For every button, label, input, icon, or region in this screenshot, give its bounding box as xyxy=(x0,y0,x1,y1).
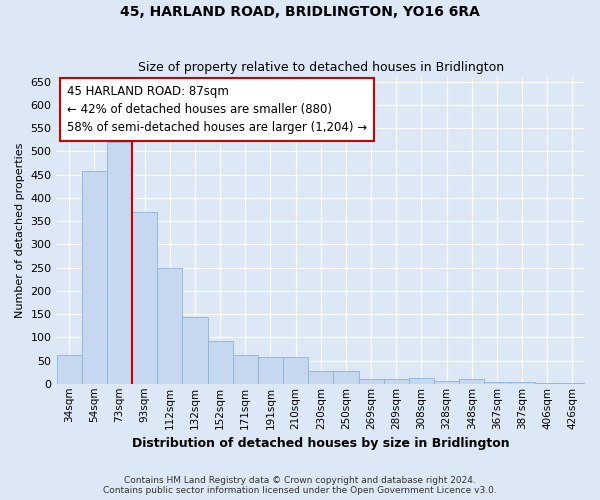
Text: Contains HM Land Registry data © Crown copyright and database right 2024.
Contai: Contains HM Land Registry data © Crown c… xyxy=(103,476,497,495)
Bar xyxy=(560,383,585,384)
Bar xyxy=(359,379,383,384)
Bar xyxy=(334,371,359,384)
Bar xyxy=(509,382,535,384)
Bar xyxy=(233,355,258,384)
Title: Size of property relative to detached houses in Bridlington: Size of property relative to detached ho… xyxy=(138,62,504,74)
Bar xyxy=(283,358,308,384)
Bar xyxy=(56,355,82,384)
Bar xyxy=(132,212,157,384)
Text: 45, HARLAND ROAD, BRIDLINGTON, YO16 6RA: 45, HARLAND ROAD, BRIDLINGTON, YO16 6RA xyxy=(120,5,480,19)
Bar xyxy=(484,382,509,384)
Bar xyxy=(459,379,484,384)
Bar xyxy=(258,358,283,384)
Bar xyxy=(308,371,334,384)
Bar xyxy=(383,379,409,384)
Bar xyxy=(157,268,182,384)
Y-axis label: Number of detached properties: Number of detached properties xyxy=(15,142,25,318)
Bar xyxy=(409,378,434,384)
Bar xyxy=(82,171,107,384)
Bar xyxy=(208,340,233,384)
Bar xyxy=(434,382,459,384)
Bar xyxy=(535,383,560,384)
Bar xyxy=(107,142,132,384)
Text: 45 HARLAND ROAD: 87sqm
← 42% of detached houses are smaller (880)
58% of semi-de: 45 HARLAND ROAD: 87sqm ← 42% of detached… xyxy=(67,84,367,134)
X-axis label: Distribution of detached houses by size in Bridlington: Distribution of detached houses by size … xyxy=(132,437,509,450)
Bar xyxy=(182,318,208,384)
